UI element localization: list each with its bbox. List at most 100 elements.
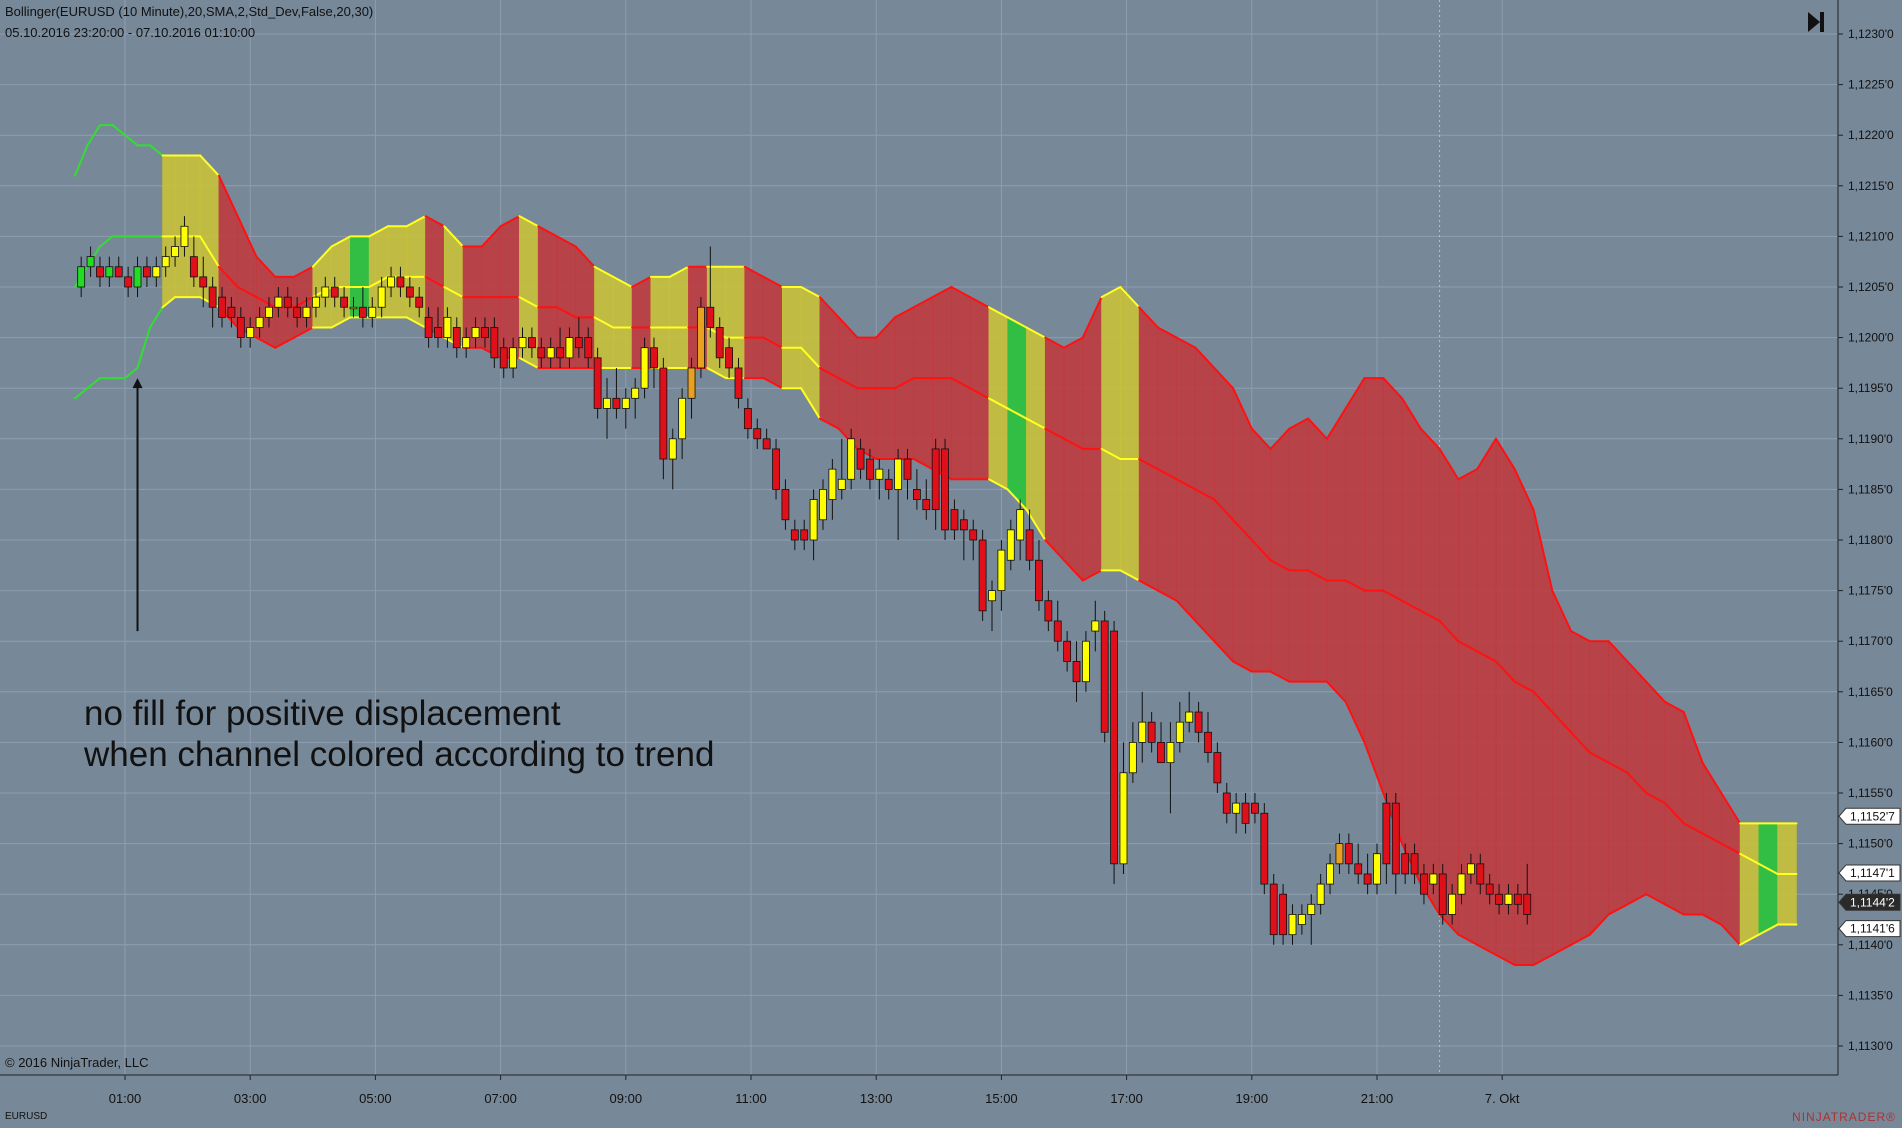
band-line-upper xyxy=(800,286,821,299)
band-line-middle xyxy=(1476,650,1497,663)
band-line-upper xyxy=(1138,306,1159,329)
band-fill-segment xyxy=(800,286,821,420)
candle-body xyxy=(1175,721,1184,743)
band-line-lower xyxy=(149,306,164,329)
candle-body xyxy=(922,499,931,511)
indicator-label: Bollinger(EURUSD (10 Minute),20,SMA,2,St… xyxy=(5,4,374,19)
band-line-upper xyxy=(1325,407,1347,440)
band-line-upper xyxy=(368,225,389,238)
y-tick-label: 1,1215'0 xyxy=(1848,179,1894,193)
skip-to-end-icon[interactable] xyxy=(1806,10,1826,34)
band-line-lower xyxy=(274,336,296,349)
candle-body xyxy=(143,266,151,278)
price-marker-tag xyxy=(1838,920,1901,938)
candle-body xyxy=(772,448,780,490)
band-line-lower xyxy=(1626,893,1648,906)
y-tick-label: 1,1225'0 xyxy=(1848,78,1894,92)
band-line-lower xyxy=(1551,943,1573,956)
band-line-upper xyxy=(668,265,690,278)
band-line-lower xyxy=(1532,953,1554,967)
band-fill-segment xyxy=(612,276,633,369)
candle-body xyxy=(255,316,264,328)
band-line-upper xyxy=(1570,630,1591,643)
band-line-lower xyxy=(161,296,177,309)
candle-body xyxy=(265,306,273,318)
band-line-lower xyxy=(124,366,139,380)
band-line-lower xyxy=(1739,933,1760,946)
band-line-lower xyxy=(1757,923,1779,936)
band-line-middle xyxy=(1213,498,1235,521)
candle-body xyxy=(537,347,546,359)
candle-body xyxy=(105,266,114,278)
candle-body xyxy=(1307,903,1316,915)
candle-body xyxy=(828,468,837,500)
band-line-lower xyxy=(518,356,540,369)
band-line-middle xyxy=(1588,751,1610,764)
y-tick-label: 1,1210'0 xyxy=(1848,229,1894,243)
candle-body xyxy=(490,327,499,359)
band-line-lower xyxy=(1344,700,1366,744)
candle-body xyxy=(387,276,395,288)
candle-body xyxy=(866,458,874,480)
band-line-lower xyxy=(1138,579,1159,592)
band-fill-segment xyxy=(1382,377,1403,844)
candle-body xyxy=(1138,721,1147,743)
price-marker-tag xyxy=(1838,807,1901,825)
band-line-upper xyxy=(1119,286,1141,309)
candle-body xyxy=(546,347,555,359)
band-line-lower xyxy=(1325,680,1347,703)
band-fill-segment xyxy=(1401,397,1422,885)
band-line-upper xyxy=(1532,508,1554,592)
candle-body xyxy=(1476,863,1485,885)
candle-body xyxy=(1335,843,1344,865)
copyright: © 2016 NinjaTrader, LLC xyxy=(5,1055,149,1070)
candle-body xyxy=(1373,853,1381,885)
band-line-middle xyxy=(1175,478,1197,491)
candlesticks xyxy=(77,216,1532,945)
band-line-upper xyxy=(950,286,972,299)
candle-body xyxy=(1448,893,1457,915)
candle-body xyxy=(706,306,715,328)
band-line-middle xyxy=(199,235,220,268)
candle-body xyxy=(528,337,536,349)
y-tick-label: 1,1155'0 xyxy=(1848,786,1893,800)
candle-body xyxy=(931,448,940,511)
band-line-lower xyxy=(987,478,1009,491)
candle-body xyxy=(603,397,611,409)
price-marker-label: 1,1152'7 xyxy=(1850,809,1895,823)
band-line-upper xyxy=(217,174,239,218)
band-line-upper xyxy=(73,144,89,177)
band-line-lower xyxy=(1363,741,1385,794)
y-tick-label: 1,1165'0 xyxy=(1848,685,1893,699)
candle-body xyxy=(114,266,123,278)
candle-body xyxy=(1269,883,1278,936)
candle-body xyxy=(462,337,471,349)
candle-body xyxy=(1035,559,1043,602)
candle-body xyxy=(1523,893,1532,915)
band-line-upper xyxy=(1663,700,1685,714)
candle-body xyxy=(678,397,687,440)
candle-body xyxy=(180,225,189,247)
band-line-lower xyxy=(293,326,314,339)
band-line-upper xyxy=(149,144,164,157)
band-line-upper xyxy=(537,225,558,238)
band-line-lower xyxy=(912,458,934,471)
band-line-lower xyxy=(1194,619,1216,643)
x-tick-label: 7. Okt xyxy=(1485,1091,1520,1106)
band-fill-segment xyxy=(1439,447,1459,936)
band-fill-segment xyxy=(1758,823,1778,936)
y-tick-label: 1,1180'0 xyxy=(1848,533,1893,547)
band-line-middle xyxy=(518,296,540,309)
candle-body xyxy=(574,337,583,349)
band-line-lower xyxy=(1269,670,1291,683)
candle-body xyxy=(509,347,518,369)
candle-body xyxy=(1382,802,1391,865)
band-line-lower xyxy=(255,336,277,349)
band-fill-segment xyxy=(1345,377,1365,743)
candle-body xyxy=(124,276,133,288)
band-line-middle xyxy=(1682,822,1704,835)
band-line-middle xyxy=(368,275,389,288)
band-line-lower xyxy=(73,387,89,400)
price-marker-label: 1,1147'1 xyxy=(1850,866,1895,880)
